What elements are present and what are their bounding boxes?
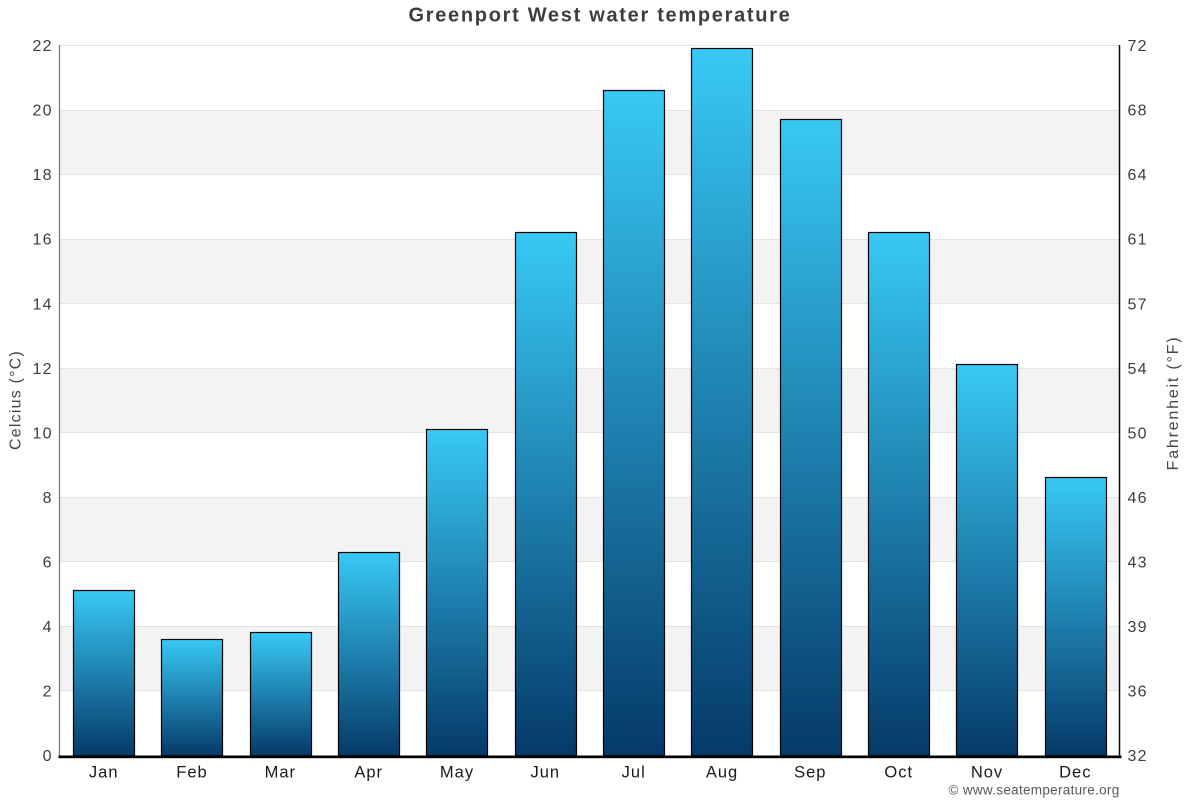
svg-text:Celcius (°C): Celcius (°C) [8, 350, 25, 450]
svg-text:43: 43 [1128, 555, 1148, 572]
svg-text:Fahrenheit (°F): Fahrenheit (°F) [1165, 336, 1182, 471]
svg-text:Dec: Dec [1059, 764, 1091, 782]
svg-text:Jun: Jun [530, 764, 560, 782]
svg-text:8: 8 [43, 490, 53, 507]
svg-text:Feb: Feb [176, 764, 207, 782]
svg-text:Nov: Nov [971, 764, 1003, 782]
svg-text:2: 2 [43, 684, 53, 701]
svg-text:Sep: Sep [794, 764, 826, 782]
svg-text:50: 50 [1128, 425, 1148, 442]
svg-text:64: 64 [1128, 167, 1148, 184]
svg-text:Greenport West water temperatu: Greenport West water temperature [408, 5, 791, 27]
svg-text:20: 20 [32, 103, 52, 120]
svg-text:Jan: Jan [89, 764, 119, 782]
svg-text:© www.seatemperature.org: © www.seatemperature.org [949, 783, 1120, 798]
svg-text:72: 72 [1128, 38, 1148, 55]
svg-text:22: 22 [32, 38, 52, 55]
svg-text:6: 6 [43, 555, 53, 572]
svg-text:12: 12 [32, 361, 52, 378]
svg-text:61: 61 [1128, 232, 1148, 249]
svg-text:Mar: Mar [265, 764, 296, 782]
svg-text:Jul: Jul [622, 764, 646, 782]
svg-text:68: 68 [1128, 103, 1148, 120]
svg-text:57: 57 [1128, 296, 1148, 313]
svg-text:May: May [440, 764, 474, 782]
svg-text:16: 16 [32, 232, 52, 249]
svg-text:4: 4 [43, 619, 53, 636]
svg-text:14: 14 [32, 296, 52, 313]
svg-text:18: 18 [32, 167, 52, 184]
svg-text:10: 10 [32, 425, 52, 442]
svg-text:Aug: Aug [706, 764, 738, 782]
svg-text:36: 36 [1128, 684, 1148, 701]
svg-text:32: 32 [1128, 748, 1148, 765]
svg-text:0: 0 [43, 748, 53, 765]
svg-text:54: 54 [1128, 361, 1148, 378]
svg-text:Oct: Oct [884, 764, 913, 782]
svg-text:39: 39 [1128, 619, 1148, 636]
svg-text:Apr: Apr [354, 764, 383, 782]
svg-text:46: 46 [1128, 490, 1148, 507]
